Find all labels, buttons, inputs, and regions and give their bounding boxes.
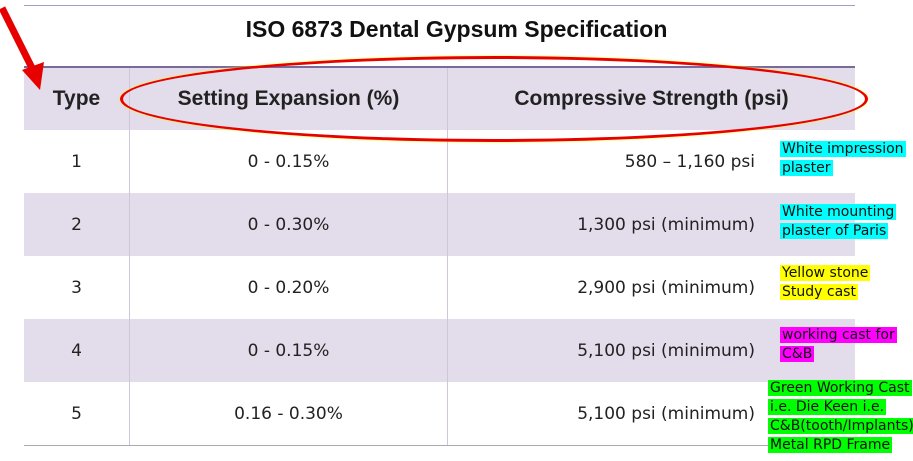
note-line: Green Working Cast xyxy=(768,380,912,396)
expansion-cell: 0 - 0.20% xyxy=(129,256,448,319)
red-arrow-icon xyxy=(0,6,44,90)
header-expansion: Setting Expansion (%) xyxy=(129,66,448,130)
annotation-note: White mounting plaster of Paris xyxy=(780,203,897,241)
note-line: C&B xyxy=(780,346,815,362)
note-line: C&B(tooth/Implants), xyxy=(768,418,913,434)
note-line: Yellow stone xyxy=(780,265,871,281)
expansion-cell: 0 - 0.15% xyxy=(129,130,448,193)
expansion-cell: 0 - 0.30% xyxy=(129,193,448,256)
annotation-note: Green Working Cast i.e. Die Keen i.e. C&B(… xyxy=(768,379,913,455)
note-line: plaster of Paris xyxy=(780,223,889,239)
type-cell: 5 xyxy=(24,382,130,446)
note-line: working cast for xyxy=(780,327,897,343)
annotation-note: White impression plaster xyxy=(780,140,906,178)
note-line: White impression xyxy=(780,141,906,157)
note-line: Study cast xyxy=(780,284,858,300)
table-row: 5 0.16 - 0.30% 5,100 psi (minimum) xyxy=(24,382,855,446)
strength-cell: 5,100 psi (minimum) xyxy=(447,319,855,382)
type-cell: 3 xyxy=(71,277,82,298)
top-rule xyxy=(24,5,855,6)
type-cell: 2 xyxy=(24,193,130,256)
type-cell: 4 xyxy=(24,319,130,382)
type-cell: 1 xyxy=(71,151,82,172)
note-line: Metal RPD Frame xyxy=(768,437,893,453)
header-type: Type xyxy=(24,66,130,130)
annotation-note: Yellow stone Study cast xyxy=(780,264,871,302)
expansion-cell: 0.16 - 0.30% xyxy=(129,382,448,446)
expansion-cell: 0 - 0.15% xyxy=(129,319,448,382)
note-line: i.e. Die Keen i.e. xyxy=(768,399,887,415)
note-line: White mounting xyxy=(780,204,897,220)
annotation-note: working cast for C&B xyxy=(780,326,897,364)
header-strength: Compressive Strength (psi) xyxy=(447,66,855,130)
note-line: plaster xyxy=(780,160,833,176)
page-title: ISO 6873 Dental Gypsum Specification xyxy=(245,16,668,42)
gypsum-spec-table: Type Setting Expansion (%) Compressive S… xyxy=(24,66,855,446)
